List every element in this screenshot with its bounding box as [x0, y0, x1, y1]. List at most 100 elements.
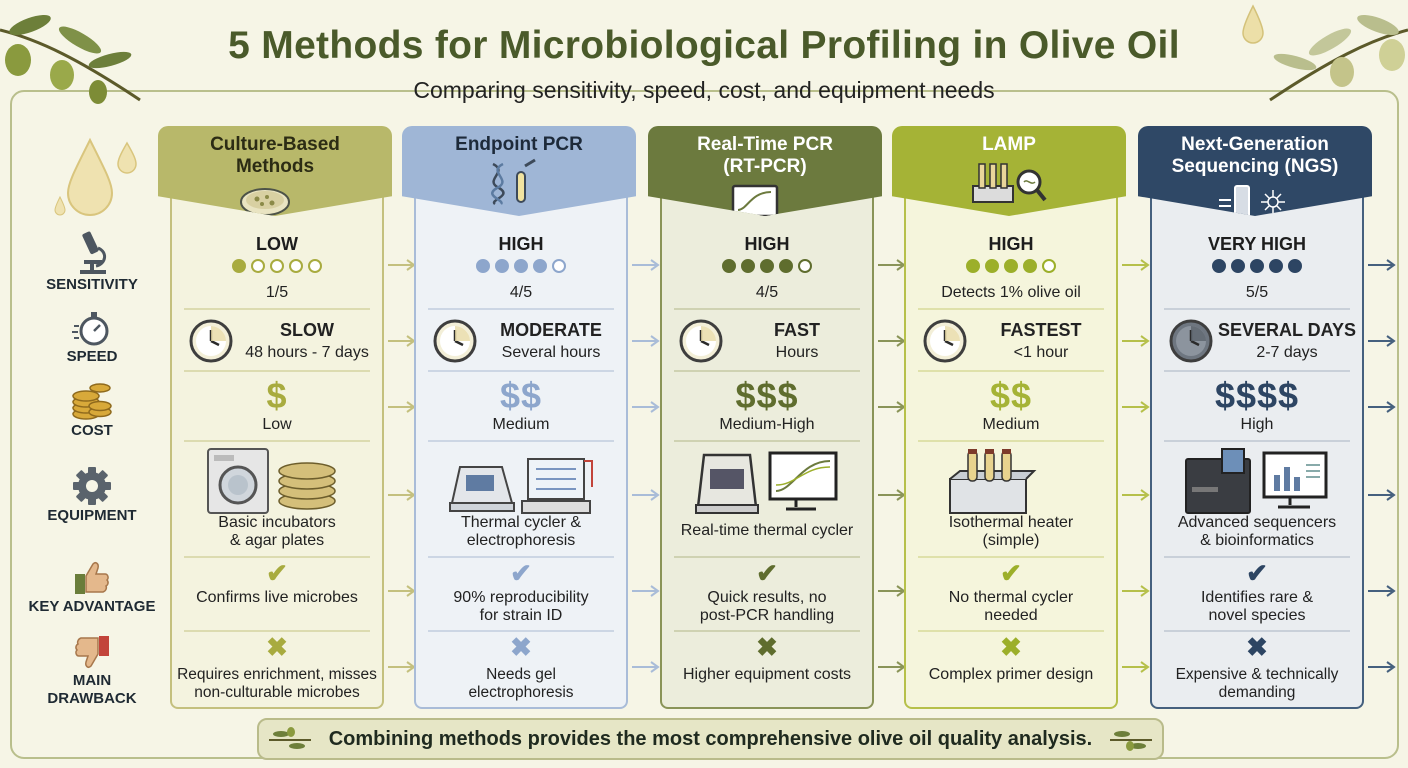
- method-column: LOW 1/5 SLOW 48 hours - 7 days $ Low Basic inc…: [170, 172, 384, 709]
- method-column: HIGH Detects 1% olive oil FASTEST <1 hour $$…: [904, 172, 1118, 709]
- method-name: Endpoint PCR: [402, 134, 636, 156]
- sensitivity-rating: [906, 259, 1116, 278]
- sequencer-network-icon: [1219, 185, 1285, 216]
- flow-arrow-icon: [388, 661, 416, 673]
- drawback-text: demanding: [1218, 684, 1296, 701]
- rating-dot: [1042, 259, 1056, 273]
- rating-dot: [495, 259, 509, 273]
- divider: [428, 440, 614, 442]
- rating-dot: [251, 259, 265, 273]
- speed-detail: 48 hours - 7 days: [245, 344, 369, 361]
- speed-level: SEVERAL DAYS: [1217, 320, 1357, 340]
- drawback-text: Expensive & technically: [1175, 666, 1339, 683]
- rating-dot: [985, 259, 999, 273]
- realtime-cycler-icon: [695, 451, 838, 514]
- rating-dot: [232, 259, 246, 273]
- rating-dot: [722, 259, 736, 273]
- check-icon: ✔: [1000, 558, 1022, 588]
- speed-detail: <1 hour: [1013, 344, 1069, 361]
- page-subtitle: Comparing sensitivity, speed, cost, and …: [413, 77, 995, 103]
- laptop-graph-icon: [725, 184, 786, 216]
- row-label-text: DRAWBACK: [47, 690, 137, 707]
- row-label-drawback: MAIN DRAWBACK: [22, 632, 162, 708]
- flow-arrow-icon: [1368, 585, 1396, 597]
- equipment-text: (simple): [982, 532, 1040, 549]
- divider: [184, 370, 370, 372]
- olive-branch-icon: [1110, 731, 1152, 751]
- check-icon: ✔: [756, 558, 778, 588]
- equipment-text: & agar plates: [229, 532, 325, 549]
- sensitivity-score: 4/5: [755, 284, 779, 301]
- sensitivity-score: 1/5: [265, 284, 289, 301]
- rating-dot: [741, 259, 755, 273]
- method-name: Real-Time PCR (RT-PCR): [648, 134, 882, 178]
- drawback-text: electrophoresis: [468, 684, 574, 701]
- cross-icon: ✖: [756, 632, 778, 662]
- divider: [184, 556, 370, 558]
- divider: [184, 630, 370, 632]
- stopwatch-icon: [72, 312, 109, 346]
- method-name: LAMP: [892, 134, 1126, 156]
- row-label-speed: SPEED: [22, 310, 162, 366]
- advantage-text: No thermal cycler: [948, 589, 1074, 606]
- rating-dot: [1004, 259, 1018, 273]
- sensitivity-score: 5/5: [1245, 284, 1269, 301]
- flow-arrow-icon: [878, 401, 906, 413]
- divider: [674, 440, 860, 442]
- row-label-text: MAIN: [72, 672, 112, 689]
- divider: [918, 440, 1104, 442]
- method-header: Next-Generation Sequencing (NGS): [1138, 126, 1372, 216]
- row-label-advantage: KEY ADVANTAGE: [22, 558, 162, 616]
- flow-arrow-icon: [632, 259, 660, 271]
- flow-arrow-icon: [1122, 335, 1150, 347]
- flow-arrow-icon: [388, 401, 416, 413]
- row-label-text: EQUIPMENT: [47, 507, 137, 524]
- divider: [428, 556, 614, 558]
- page-title: 5 Methods for Microbiological Profiling …: [228, 24, 1180, 67]
- equipment-text: Basic incubators: [218, 514, 336, 531]
- olive-branch-icon: [1269, 15, 1408, 102]
- equipment-text: & bioinformatics: [1200, 532, 1314, 549]
- row-label-text: COST: [71, 422, 113, 439]
- rating-dot: [270, 259, 284, 273]
- method-column: HIGH 4/5 FAST Hours $$$ Medium-High Real-time …: [660, 172, 874, 709]
- flow-arrow-icon: [632, 401, 660, 413]
- method-name-line: (RT-PCR): [723, 156, 807, 177]
- rating-dot: [476, 259, 490, 273]
- oil-drop-icon: [1242, 4, 1264, 44]
- method-header: Endpoint PCR: [402, 126, 636, 216]
- divider: [1164, 630, 1350, 632]
- flow-arrow-icon: [388, 259, 416, 271]
- sensitivity-rating: [172, 259, 382, 278]
- divider: [1164, 308, 1350, 310]
- divider: [674, 308, 860, 310]
- rating-dot: [1288, 259, 1302, 273]
- clock-icon: [923, 319, 967, 363]
- flow-arrow-icon: [878, 335, 906, 347]
- sensitivity-level: HIGH: [498, 234, 544, 254]
- flow-arrow-icon: [632, 661, 660, 673]
- flow-arrow-icon: [632, 335, 660, 347]
- olive-branch-icon: [269, 727, 311, 749]
- method-column: VERY HIGH 5/5 SEVERAL DAYS 2-7 days $$$$ High…: [1150, 172, 1364, 709]
- row-label-equipment: EQUIPMENT: [22, 465, 162, 525]
- sensitivity-level: LOW: [256, 234, 298, 254]
- advantage-text: for strain ID: [479, 607, 563, 624]
- isothermal-heater-icon: [949, 449, 1037, 514]
- cost-symbol: $: [266, 375, 288, 416]
- sensitivity-rating: [662, 259, 872, 278]
- advantage-text: post-PCR handling: [699, 607, 835, 624]
- equipment-text: electrophoresis: [466, 532, 576, 549]
- advantage-text: needed: [984, 607, 1038, 624]
- equipment-text: Thermal cycler &: [460, 514, 582, 531]
- rating-dot: [1231, 259, 1245, 273]
- divider: [918, 630, 1104, 632]
- rating-dot: [798, 259, 812, 273]
- equipment-text: Real-time thermal cycler: [680, 522, 854, 539]
- divider: [674, 370, 860, 372]
- flow-arrow-icon: [632, 489, 660, 501]
- clock-icon: [679, 319, 723, 363]
- divider: [428, 370, 614, 372]
- method-name-line: Sequencing (NGS): [1171, 156, 1339, 177]
- thumbs-up-icon: [75, 562, 109, 594]
